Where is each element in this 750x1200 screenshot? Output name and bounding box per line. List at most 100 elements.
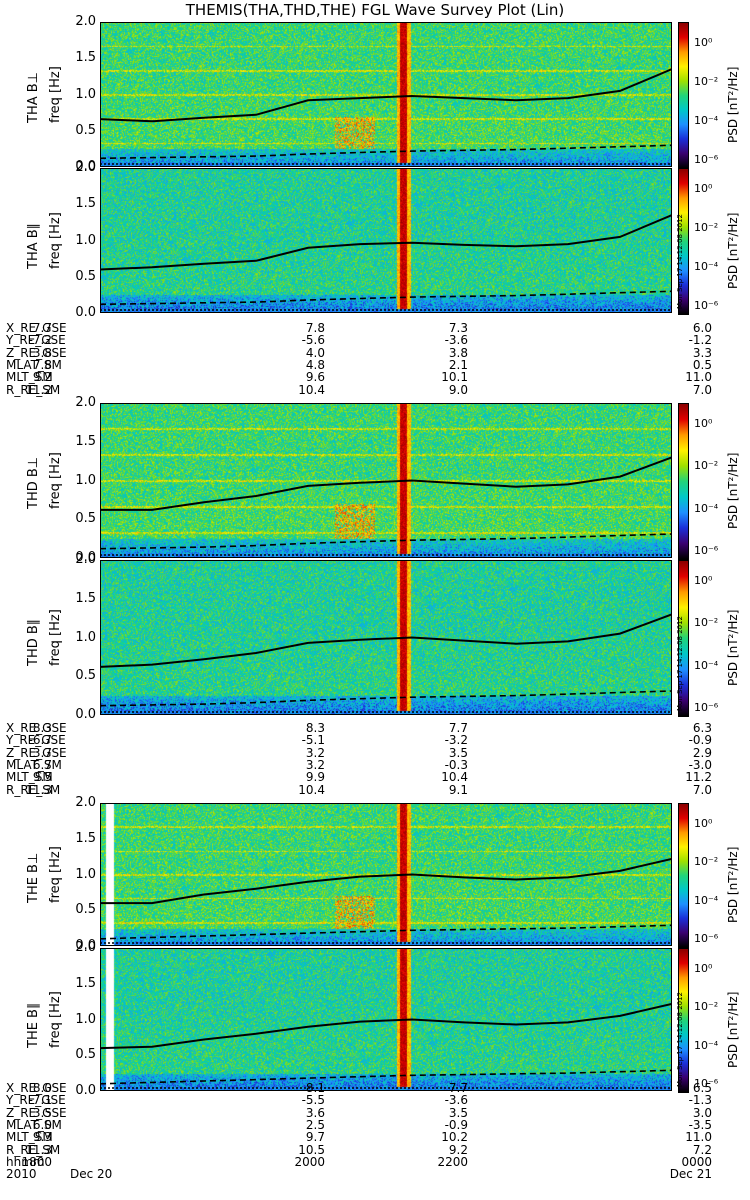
orbit-table-2-value: -5.1 — [301, 733, 325, 748]
orbit-table-2-value: 6.7 — [32, 757, 52, 772]
orbit-table-1-label: MLAT_SM — [6, 357, 62, 372]
panel-thd-perp-overlay — [100, 456, 672, 556]
panel-tha-par-ytick-label: 0.5 — [75, 268, 96, 284]
panel-thd-par-colorbar — [678, 560, 689, 717]
panel-the-perp-colorbar — [678, 803, 689, 948]
panel-tha-par-frame — [100, 168, 672, 313]
panel-the-perp-colorbar-label: PSD [nT²/Hz] — [726, 846, 740, 923]
orbit-table-1-value: 2.1 — [448, 357, 468, 372]
orbit-table-2-value: -0.9 — [688, 733, 712, 748]
panel-the-par-overlay — [100, 1002, 672, 1089]
panel-thd-par-colorbar-tick: 10⁻⁶ — [694, 701, 719, 714]
panel-thd-perp-ytick-label: 0.0 — [75, 550, 96, 565]
orbit-table-2-value: 3.5 — [448, 745, 468, 760]
panel-thd-perp-colorbar-tick: 10⁻² — [694, 459, 719, 473]
orbit-table-3-value: -5.5 — [301, 1093, 325, 1108]
panel-the-perp — [100, 803, 672, 946]
panel-thd-par-colorbar-label: PSD [nT²/Hz] — [726, 609, 740, 686]
panel-tha-par-colorbar-tick: 10⁻⁶ — [694, 299, 719, 312]
orbit-table-3-value: 6.0 — [32, 1117, 52, 1132]
panel-the-par-colorbar-tick: 10⁻² — [694, 1000, 719, 1014]
panel-the-par-ytick-label: 1.0 — [75, 1011, 96, 1027]
panel-thd-par — [100, 560, 672, 715]
orbit-table-1-value: -7.2 — [28, 333, 52, 348]
panel-thd-par-spectrogram — [100, 560, 672, 715]
panel-the-perp-ytick-label: 1.5 — [75, 830, 96, 846]
orbit-table-2-value: 3.2 — [305, 757, 325, 772]
panel-thd-par-overlay — [100, 613, 672, 713]
orbit-table-1-value: 7.0 — [692, 382, 712, 397]
panel-the-par-frame — [100, 948, 672, 1091]
panel-tha-par-fcp-sub-line — [100, 290, 672, 306]
orbit-table-3-value: 9.3 — [32, 1130, 52, 1145]
panel-thd-perp-ytick-label: 2.0 — [75, 395, 96, 410]
panel-thd-perp-colorbar-tick: 10⁻⁴ — [694, 501, 719, 515]
panel-thd-perp-colorbar-label: PSD [nT²/Hz] — [726, 452, 740, 529]
panel-thd-perp — [100, 403, 672, 558]
orbit-table-3-value: 11.3 — [25, 1142, 52, 1157]
orbit-table-2-value: 9.1 — [448, 782, 468, 797]
orbit-table-1-value: 3.3 — [692, 345, 712, 360]
orbit-table-1-value: 7.3 — [448, 321, 468, 335]
panel-tha-perp-ytick-label: 0.0 — [75, 159, 96, 174]
panel-thd-perp-ytick-label: 0.5 — [75, 511, 96, 527]
orbit-table-1-value: 9.2 — [32, 370, 52, 385]
orbit-table-3-value: 3.5 — [448, 1105, 468, 1120]
panel-tha-perp-ytick-label: 1.5 — [75, 50, 96, 66]
panel-tha-par-spectrogram — [100, 168, 672, 313]
orbit-table-3-value: 10.2 — [441, 1130, 468, 1145]
panel-tha-par — [100, 168, 672, 313]
panel-thd-par-ylabel-freq: freq [Hz] — [48, 608, 63, 666]
orbit-table-2-label: MLT_SM — [6, 770, 53, 785]
panel-thd-par-ytick-label: 1.0 — [75, 629, 96, 645]
panel-tha-perp-ytick-label: 2.0 — [75, 14, 96, 29]
orbit-table-3-value: 3.0 — [692, 1105, 712, 1120]
panel-the-par-colorbar-tick: 10⁻⁴ — [694, 1038, 719, 1052]
orbit-table-3-value: 2200 — [437, 1154, 468, 1169]
orbit-table-2-label: Y_RE_GSE — [6, 733, 66, 748]
orbit-table-1-value: 7.8 — [32, 357, 52, 372]
orbit-table-2-value: 3.7 — [32, 745, 52, 760]
panel-the-par-colorbar-tick: 10⁻⁶ — [694, 1077, 719, 1090]
panel-thd-perp-colorbar — [678, 403, 689, 560]
orbit-table-3-value: -1.3 — [688, 1093, 712, 1108]
panel-thd-par-ytick-label: 0.0 — [75, 707, 96, 722]
panel-the-par-ylabel-freq: freq [Hz] — [48, 990, 63, 1048]
panel-thd-perp-spectrogram — [100, 403, 672, 558]
panel-tha-perp-ytick-label: 1.0 — [75, 86, 96, 102]
panel-tha-perp-colorbar — [678, 22, 689, 169]
orbit-table-1-value: 7.8 — [305, 321, 325, 335]
panel-tha-perp-ylabel-component: THA B⊥ — [26, 71, 41, 123]
panel-the-par — [100, 948, 672, 1091]
orbit-table-3-value: 8.1 — [305, 1081, 325, 1095]
orbit-table-1-label: Y_RE_GSE — [6, 333, 66, 348]
panel-tha-perp-colorbar-tick: 10⁻² — [694, 75, 719, 88]
panel-the-par-ytick-label: 0.5 — [75, 1047, 96, 1063]
panel-thd-perp-colorbar-tick: 10⁰ — [694, 417, 713, 430]
orbit-table-1-value: 11.2 — [25, 382, 52, 397]
panel-the-perp-frame — [100, 803, 672, 946]
orbit-table-2-value: 7.7 — [448, 721, 468, 735]
orbit-table-3-value: 3.5 — [32, 1105, 52, 1120]
orbit-table-3-value: 2.5 — [305, 1117, 325, 1132]
panel-the-perp-fcp-sub-line — [100, 924, 672, 940]
panel-thd-par-fcp-sub-line — [100, 690, 672, 707]
panel-the-par-ytick-label: 0.0 — [75, 1083, 96, 1098]
orbit-table-3-label: R_RE_SM — [6, 1142, 61, 1157]
panel-tha-perp — [100, 22, 672, 167]
panel-tha-perp-colorbar-label: PSD [nT²/Hz] — [726, 66, 740, 143]
panel-tha-perp-frame — [100, 22, 672, 167]
orbit-table-3-value: -3.5 — [688, 1117, 712, 1132]
panel-tha-perp-spectrogram — [100, 22, 672, 167]
panel-thd-perp-frame — [100, 403, 672, 558]
panel-thd-par-fcp-line — [100, 613, 672, 668]
orbit-table-1-value: -3.6 — [444, 333, 468, 348]
orbit-table-2-label: Z_RE_GSE — [6, 745, 67, 760]
panel-the-par-fcp-sub-line — [100, 1069, 672, 1085]
orbit-table-3-value: 7.2 — [692, 1142, 712, 1157]
orbit-table-1-value: 4.0 — [305, 345, 325, 360]
orbit-table-2-value: 10.4 — [298, 782, 325, 797]
orbit-table-1-label: R_RE_SM — [6, 382, 61, 397]
orbit-table-1-label: MLT_SM — [6, 370, 53, 385]
orbit-table-3-value: 8.0 — [32, 1081, 52, 1095]
